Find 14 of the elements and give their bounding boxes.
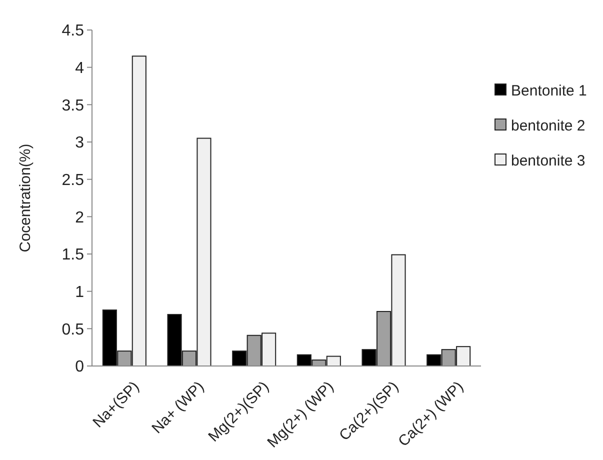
legend-label: bentonite 2 xyxy=(511,117,586,134)
legend-label: Bentonite 1 xyxy=(511,82,587,100)
y-tick-label: 1.5 xyxy=(62,246,84,264)
y-tick-label: 0.5 xyxy=(62,321,84,338)
y-tick-label: 3.5 xyxy=(62,97,84,114)
y-tick-label: 3 xyxy=(75,134,84,152)
legend-label: bentonite 3 xyxy=(511,152,586,170)
y-tick-label: 2.5 xyxy=(62,172,84,189)
y-tick-label: 4 xyxy=(75,60,84,77)
y-tick-label: 0 xyxy=(75,358,84,376)
y-tick-label: 4.5 xyxy=(62,22,84,40)
y-tick-label: 2 xyxy=(75,209,84,226)
y-tick-label: 1 xyxy=(75,284,84,301)
y-axis-title: Cocentration(%) xyxy=(17,144,34,252)
